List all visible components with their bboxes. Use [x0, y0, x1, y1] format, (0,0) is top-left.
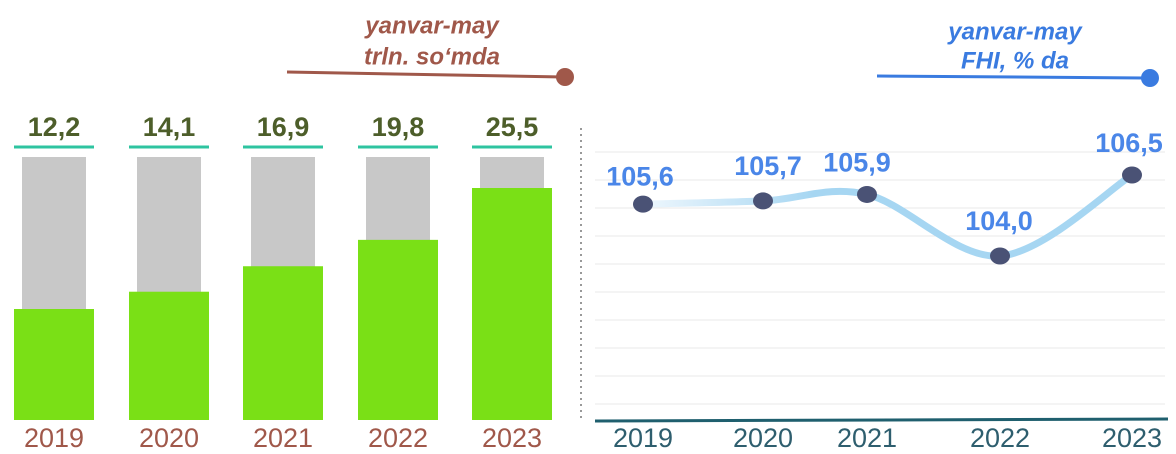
x-tick-label: 2021 — [253, 423, 313, 453]
x-tick-label: 2021 — [837, 423, 897, 453]
background-grid — [595, 151, 1165, 405]
bar — [14, 309, 94, 420]
line — [639, 171, 1136, 260]
annotation-line — [876, 74, 1149, 80]
annotation-dot — [1141, 69, 1159, 87]
data-label: 19,8 — [372, 112, 425, 142]
x-tick-label: 2019 — [24, 423, 84, 453]
annotation: FHI, % da — [961, 47, 1069, 74]
point — [633, 195, 653, 213]
annotation-line — [286, 70, 564, 79]
annotation: yanvar-may — [364, 12, 500, 39]
x-tick-label: 2020 — [733, 423, 793, 453]
annotation-dot — [556, 68, 574, 86]
data-label: 105,9 — [823, 148, 891, 178]
bar — [243, 266, 323, 420]
data-label: 25,5 — [486, 112, 539, 142]
data-label: 105,7 — [734, 151, 802, 181]
annotation: trln. so‘mda — [364, 43, 500, 70]
bar — [472, 188, 552, 420]
point — [857, 185, 877, 203]
annotation: yanvar-may — [947, 18, 1083, 45]
data-label: 12,2 — [28, 112, 81, 142]
x-tick-label: 2019 — [613, 423, 673, 453]
data-label: 14,1 — [143, 112, 196, 142]
bar — [129, 291, 209, 420]
x-tick-label: 2020 — [139, 423, 199, 453]
x-tick-label: 2023 — [482, 423, 542, 453]
data-label: 16,9 — [257, 112, 310, 142]
data-label: 105,6 — [606, 161, 674, 191]
bar — [358, 239, 438, 420]
data-label: 104,0 — [965, 206, 1033, 236]
data-label: 106,5 — [1095, 128, 1163, 158]
x-tick-label: 2022 — [970, 423, 1030, 453]
point — [1122, 166, 1142, 184]
point — [753, 192, 773, 210]
x-tick-label: 2023 — [1102, 423, 1162, 453]
point — [990, 247, 1010, 265]
baseline — [594, 417, 1169, 423]
x-tick-label: 2022 — [368, 423, 428, 453]
